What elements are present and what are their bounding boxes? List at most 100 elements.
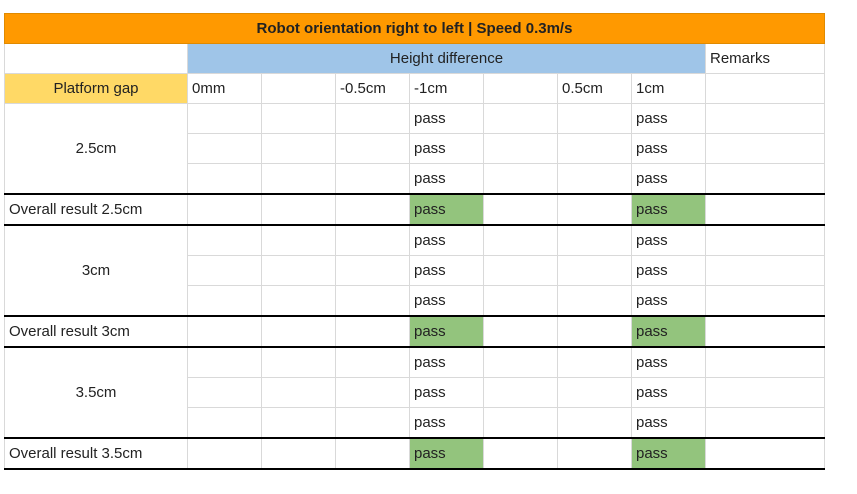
remarks-header[interactable]: Remarks (705, 43, 825, 74)
overall-result-cell[interactable] (335, 437, 410, 470)
trial-result-cell[interactable] (335, 407, 410, 439)
sheet-title[interactable]: Robot orientation right to left | Speed … (4, 13, 825, 44)
trial-result-cell[interactable] (261, 407, 336, 439)
height-difference-header[interactable]: Height difference (187, 43, 706, 74)
trial-result-cell[interactable] (187, 377, 262, 408)
trial-result-cell[interactable] (261, 377, 336, 408)
trial-result-cell[interactable] (261, 285, 336, 317)
trial-result-cell[interactable] (483, 163, 558, 195)
trial-result-cell[interactable] (557, 377, 632, 408)
overall-result-cell[interactable] (261, 193, 336, 226)
trial-result-cell[interactable] (483, 346, 558, 378)
trial-result-cell[interactable] (187, 255, 262, 286)
trial-result-cell[interactable] (261, 133, 336, 164)
trial-result-cell[interactable] (483, 224, 558, 256)
trial-result-cell[interactable] (261, 346, 336, 378)
trial-result-cell[interactable] (187, 346, 262, 378)
trial-result-cell[interactable] (187, 103, 262, 134)
height-column-header[interactable]: 0.5cm (557, 73, 632, 104)
remarks-cell[interactable] (705, 193, 825, 226)
trial-result-cell[interactable]: pass (409, 407, 484, 439)
trial-result-cell[interactable] (335, 346, 410, 378)
overall-result-cell[interactable]: pass (631, 437, 706, 470)
remarks-cell[interactable] (705, 437, 825, 470)
trial-result-cell[interactable] (261, 103, 336, 134)
trial-result-cell[interactable] (335, 377, 410, 408)
trial-result-cell[interactable] (187, 224, 262, 256)
overall-result-cell[interactable] (557, 193, 632, 226)
overall-result-cell[interactable] (187, 437, 262, 470)
platform-gap-cell[interactable]: 3cm (4, 224, 188, 317)
trial-result-cell[interactable] (483, 103, 558, 134)
height-column-header[interactable] (261, 73, 336, 104)
trial-result-cell[interactable]: pass (631, 377, 706, 408)
trial-result-cell[interactable] (335, 163, 410, 195)
trial-result-cell[interactable]: pass (631, 407, 706, 439)
remarks-cell[interactable] (705, 163, 825, 195)
remarks-cell[interactable] (705, 407, 825, 439)
remarks-cell[interactable] (705, 315, 825, 348)
trial-result-cell[interactable] (483, 407, 558, 439)
trial-result-cell[interactable] (557, 255, 632, 286)
trial-result-cell[interactable]: pass (409, 285, 484, 317)
trial-result-cell[interactable] (557, 133, 632, 164)
trial-result-cell[interactable] (335, 285, 410, 317)
overall-result-cell[interactable] (483, 437, 558, 470)
trial-result-cell[interactable] (187, 407, 262, 439)
overall-result-cell[interactable] (187, 193, 262, 226)
trial-result-cell[interactable]: pass (631, 285, 706, 317)
platform-gap-cell[interactable]: 3.5cm (4, 346, 188, 439)
overall-result-cell[interactable] (335, 315, 410, 348)
trial-result-cell[interactable]: pass (409, 103, 484, 134)
remarks-cell[interactable] (705, 285, 825, 317)
overall-result-cell[interactable] (557, 315, 632, 348)
overall-result-label[interactable]: Overall result 2.5cm (4, 193, 188, 226)
trial-result-cell[interactable]: pass (409, 133, 484, 164)
trial-result-cell[interactable] (261, 255, 336, 286)
trial-result-cell[interactable] (187, 133, 262, 164)
overall-result-cell[interactable]: pass (409, 193, 484, 226)
remarks-cell[interactable] (705, 73, 825, 104)
remarks-cell[interactable] (705, 133, 825, 164)
trial-result-cell[interactable] (335, 255, 410, 286)
trial-result-cell[interactable] (483, 285, 558, 317)
overall-result-label[interactable]: Overall result 3.5cm (4, 437, 188, 470)
trial-result-cell[interactable] (557, 285, 632, 317)
remarks-cell[interactable] (705, 346, 825, 378)
overall-result-cell[interactable] (187, 315, 262, 348)
trial-result-cell[interactable] (261, 163, 336, 195)
trial-result-cell[interactable]: pass (409, 377, 484, 408)
overall-result-cell[interactable]: pass (409, 315, 484, 348)
height-column-header[interactable]: 0mm (187, 73, 262, 104)
height-column-header[interactable]: 1cm (631, 73, 706, 104)
trial-result-cell[interactable] (187, 285, 262, 317)
trial-result-cell[interactable]: pass (631, 255, 706, 286)
trial-result-cell[interactable] (335, 133, 410, 164)
trial-result-cell[interactable]: pass (631, 224, 706, 256)
trial-result-cell[interactable] (483, 133, 558, 164)
overall-result-cell[interactable] (261, 437, 336, 470)
overall-result-label[interactable]: Overall result 3cm (4, 315, 188, 348)
overall-result-cell[interactable] (483, 193, 558, 226)
remarks-cell[interactable] (705, 255, 825, 286)
height-column-header[interactable]: -1cm (409, 73, 484, 104)
remarks-cell[interactable] (705, 377, 825, 408)
trial-result-cell[interactable] (483, 377, 558, 408)
overall-result-cell[interactable] (483, 315, 558, 348)
overall-result-cell[interactable] (335, 193, 410, 226)
height-column-header[interactable]: -0.5cm (335, 73, 410, 104)
trial-result-cell[interactable] (557, 224, 632, 256)
trial-result-cell[interactable]: pass (409, 255, 484, 286)
trial-result-cell[interactable]: pass (631, 133, 706, 164)
trial-result-cell[interactable] (557, 103, 632, 134)
remarks-cell[interactable] (705, 103, 825, 134)
overall-result-cell[interactable] (261, 315, 336, 348)
trial-result-cell[interactable]: pass (631, 103, 706, 134)
overall-result-cell[interactable]: pass (631, 193, 706, 226)
overall-result-cell[interactable]: pass (409, 437, 484, 470)
trial-result-cell[interactable]: pass (631, 346, 706, 378)
platform-gap-header[interactable]: Platform gap (4, 73, 188, 104)
trial-result-cell[interactable]: pass (409, 224, 484, 256)
trial-result-cell[interactable] (187, 163, 262, 195)
trial-result-cell[interactable] (557, 407, 632, 439)
